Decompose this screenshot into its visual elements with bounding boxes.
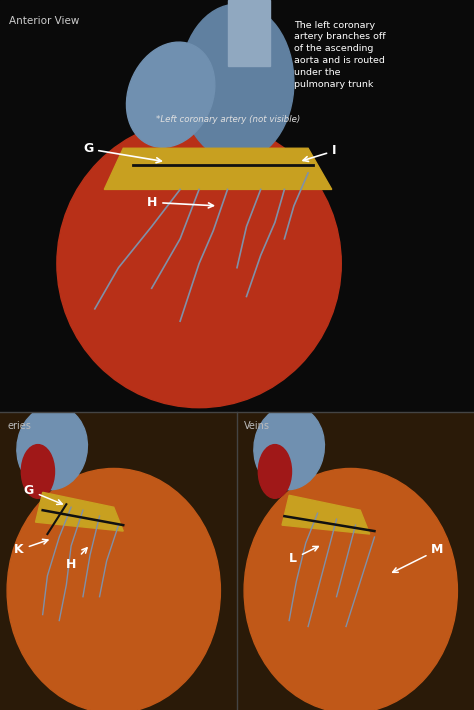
- Ellipse shape: [258, 444, 292, 498]
- Ellipse shape: [244, 469, 457, 710]
- Ellipse shape: [254, 405, 324, 490]
- Text: I: I: [303, 144, 337, 161]
- Text: The left coronary
artery branches off
of the ascending
aorta and is routed
under: The left coronary artery branches off of…: [294, 21, 385, 89]
- Text: G: G: [24, 484, 62, 504]
- Polygon shape: [104, 148, 332, 190]
- Ellipse shape: [127, 42, 215, 147]
- Polygon shape: [36, 492, 123, 531]
- Text: G: G: [83, 143, 161, 163]
- Polygon shape: [282, 496, 370, 534]
- Text: Anterior View: Anterior View: [9, 16, 80, 26]
- Bar: [228, 0, 270, 66]
- Text: Veins: Veins: [244, 421, 270, 431]
- Text: H: H: [66, 548, 87, 572]
- Text: M: M: [392, 543, 444, 572]
- Text: K: K: [14, 540, 48, 557]
- Ellipse shape: [7, 469, 220, 710]
- Ellipse shape: [21, 444, 55, 498]
- Ellipse shape: [180, 4, 294, 160]
- Text: L: L: [289, 547, 319, 565]
- Ellipse shape: [57, 119, 341, 408]
- Ellipse shape: [17, 405, 87, 490]
- Text: H: H: [147, 196, 213, 209]
- Text: eries: eries: [7, 421, 31, 431]
- Text: *Left coronary artery (not visible): *Left coronary artery (not visible): [156, 115, 301, 124]
